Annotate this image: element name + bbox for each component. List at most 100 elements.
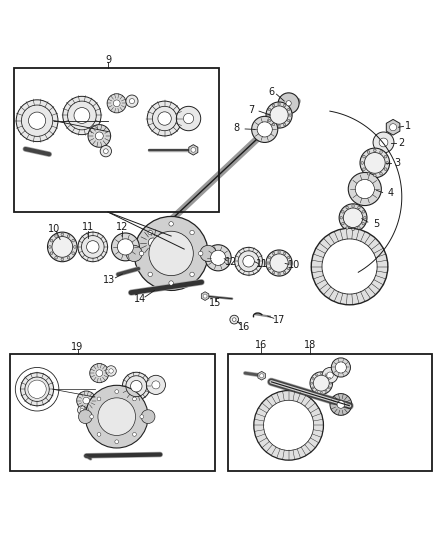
Circle shape: [312, 377, 314, 379]
Circle shape: [146, 375, 166, 394]
Circle shape: [200, 245, 216, 262]
Circle shape: [72, 239, 74, 242]
Text: 12: 12: [225, 257, 237, 267]
Circle shape: [348, 173, 381, 206]
Circle shape: [148, 230, 152, 235]
Circle shape: [364, 216, 366, 219]
Circle shape: [90, 415, 94, 418]
Text: 11: 11: [256, 260, 268, 269]
Circle shape: [88, 125, 111, 147]
Circle shape: [28, 112, 46, 130]
Circle shape: [330, 382, 332, 384]
Circle shape: [133, 432, 136, 436]
Circle shape: [264, 400, 314, 450]
Circle shape: [55, 256, 57, 259]
Circle shape: [342, 211, 344, 213]
Circle shape: [152, 381, 160, 389]
Circle shape: [96, 370, 102, 376]
Circle shape: [268, 256, 271, 259]
Circle shape: [362, 211, 364, 213]
Circle shape: [266, 102, 292, 128]
Circle shape: [61, 258, 64, 261]
Circle shape: [113, 100, 120, 107]
Circle shape: [63, 96, 101, 135]
Circle shape: [243, 255, 254, 267]
Text: 9: 9: [105, 55, 111, 65]
Circle shape: [363, 155, 365, 158]
Circle shape: [389, 124, 397, 131]
Circle shape: [322, 239, 377, 294]
Circle shape: [358, 227, 360, 229]
Circle shape: [233, 318, 236, 321]
Circle shape: [386, 161, 389, 164]
Circle shape: [363, 168, 365, 171]
Circle shape: [358, 206, 360, 209]
Circle shape: [283, 271, 286, 274]
Circle shape: [103, 149, 108, 154]
Circle shape: [339, 204, 367, 232]
Circle shape: [140, 415, 144, 418]
Circle shape: [139, 251, 144, 256]
Circle shape: [361, 161, 364, 164]
Circle shape: [78, 410, 92, 424]
Circle shape: [328, 377, 331, 379]
Circle shape: [78, 406, 86, 415]
Text: 5: 5: [374, 219, 380, 229]
Circle shape: [364, 152, 385, 173]
Circle shape: [270, 106, 288, 124]
Text: 10: 10: [288, 260, 300, 270]
Circle shape: [177, 107, 201, 131]
Text: 19: 19: [71, 342, 84, 352]
Circle shape: [129, 99, 134, 104]
Circle shape: [287, 108, 290, 111]
Circle shape: [61, 233, 64, 236]
Circle shape: [147, 101, 182, 136]
Circle shape: [267, 114, 269, 116]
Circle shape: [384, 168, 387, 171]
Text: 4: 4: [388, 188, 394, 198]
Circle shape: [55, 235, 57, 237]
Circle shape: [343, 208, 363, 228]
Circle shape: [374, 174, 376, 177]
Circle shape: [184, 114, 194, 124]
Circle shape: [122, 372, 150, 400]
Text: 8: 8: [233, 123, 240, 133]
Circle shape: [266, 250, 292, 276]
Circle shape: [52, 237, 73, 257]
Circle shape: [254, 391, 323, 460]
Circle shape: [80, 408, 84, 412]
Circle shape: [107, 94, 126, 113]
Text: 14: 14: [134, 294, 146, 304]
Text: 11: 11: [82, 222, 95, 232]
Circle shape: [205, 245, 231, 271]
Circle shape: [327, 372, 333, 378]
Circle shape: [286, 101, 291, 106]
Circle shape: [191, 148, 196, 152]
Circle shape: [158, 112, 171, 125]
Circle shape: [149, 231, 193, 276]
Circle shape: [203, 294, 207, 298]
Circle shape: [379, 138, 388, 147]
Circle shape: [355, 180, 374, 199]
Circle shape: [190, 230, 194, 235]
Circle shape: [330, 393, 352, 415]
Circle shape: [283, 124, 286, 126]
Circle shape: [315, 390, 318, 392]
Circle shape: [373, 132, 394, 153]
Text: 15: 15: [209, 298, 222, 309]
Circle shape: [362, 222, 364, 225]
Circle shape: [260, 374, 264, 378]
Circle shape: [106, 366, 116, 376]
Circle shape: [85, 385, 148, 448]
Circle shape: [98, 398, 135, 435]
Circle shape: [340, 216, 343, 219]
Text: 10: 10: [47, 224, 60, 233]
Circle shape: [67, 256, 70, 259]
Circle shape: [74, 246, 76, 248]
Circle shape: [140, 230, 166, 256]
Circle shape: [148, 272, 152, 277]
Circle shape: [287, 268, 290, 270]
Circle shape: [230, 315, 239, 324]
Circle shape: [235, 247, 262, 275]
Circle shape: [126, 95, 138, 107]
